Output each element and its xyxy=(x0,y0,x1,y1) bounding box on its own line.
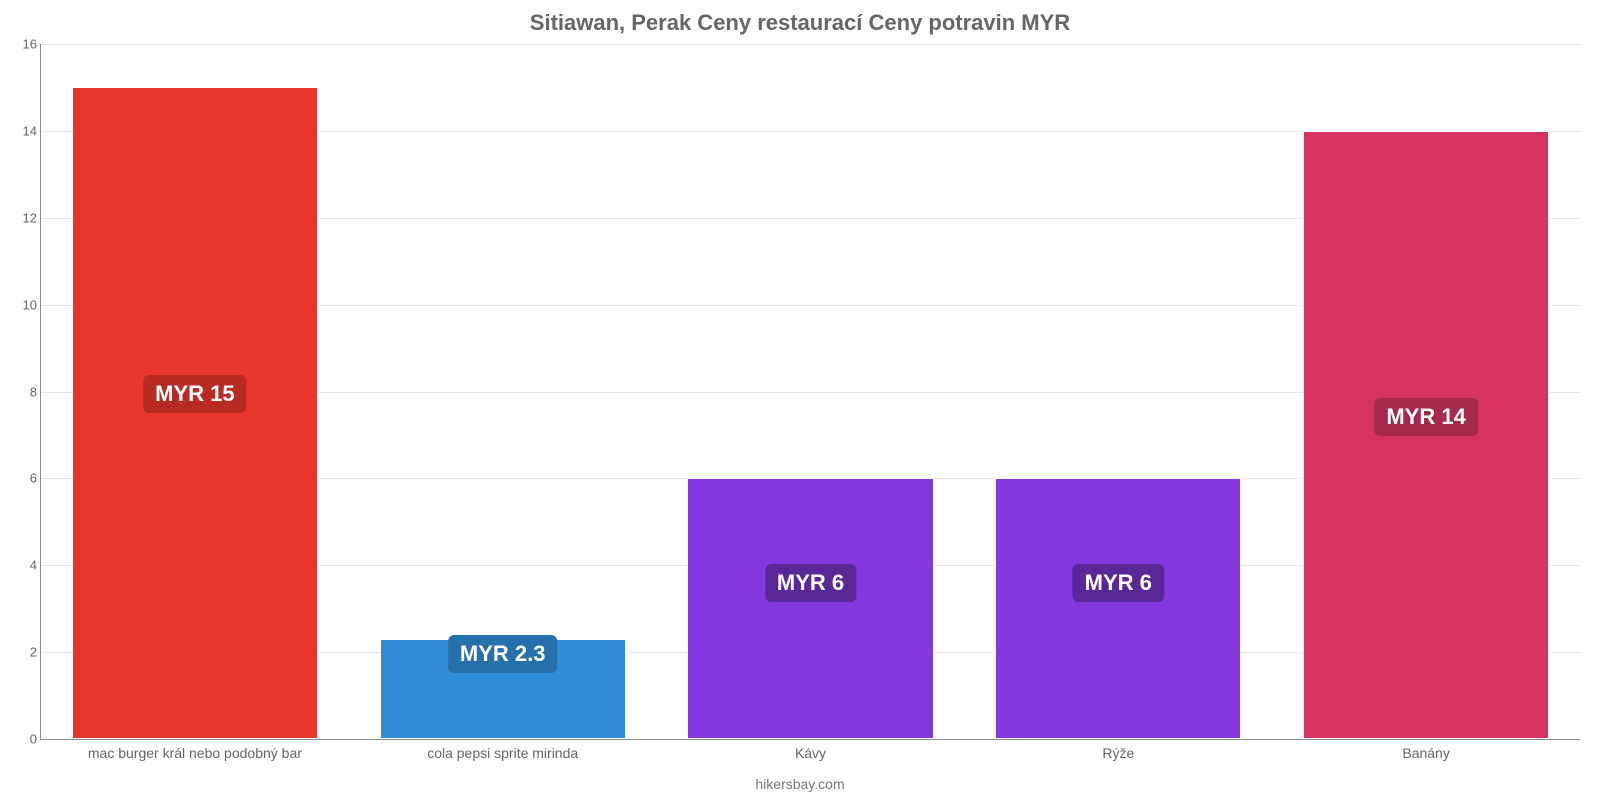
x-tick-label: mac burger král nebo podobný bar xyxy=(88,739,302,761)
plot-area: 0246810121416 MYR 15mac burger král nebo… xyxy=(40,44,1580,740)
bar-value-label: MYR 6 xyxy=(765,564,856,602)
bar-value-label: MYR 15 xyxy=(143,375,246,413)
bar xyxy=(72,87,318,739)
y-tick-label: 0 xyxy=(7,732,37,747)
x-tick-label: cola pepsi sprite mirinda xyxy=(427,739,578,761)
chart-title: Sitiawan, Perak Ceny restaurací Ceny pot… xyxy=(0,0,1600,44)
bar-value-label: MYR 14 xyxy=(1374,398,1477,436)
bar xyxy=(995,478,1241,739)
y-tick-label: 12 xyxy=(7,210,37,225)
bar-value-label: MYR 2.3 xyxy=(448,635,558,673)
y-tick-label: 6 xyxy=(7,471,37,486)
x-tick-label: Kávy xyxy=(795,739,826,761)
y-tick-label: 16 xyxy=(7,37,37,52)
chart-source: hikersbay.com xyxy=(0,776,1600,792)
y-tick-label: 4 xyxy=(7,558,37,573)
x-tick-label: Rýže xyxy=(1102,739,1134,761)
bar xyxy=(687,478,933,739)
y-tick-label: 14 xyxy=(7,123,37,138)
price-chart: Sitiawan, Perak Ceny restaurací Ceny pot… xyxy=(0,0,1600,800)
bars-layer: MYR 15mac burger král nebo podobný barMY… xyxy=(41,44,1580,739)
y-tick-label: 8 xyxy=(7,384,37,399)
y-tick-label: 2 xyxy=(7,645,37,660)
x-tick-label: Banány xyxy=(1402,739,1449,761)
y-tick-label: 10 xyxy=(7,297,37,312)
bar-value-label: MYR 6 xyxy=(1073,564,1164,602)
